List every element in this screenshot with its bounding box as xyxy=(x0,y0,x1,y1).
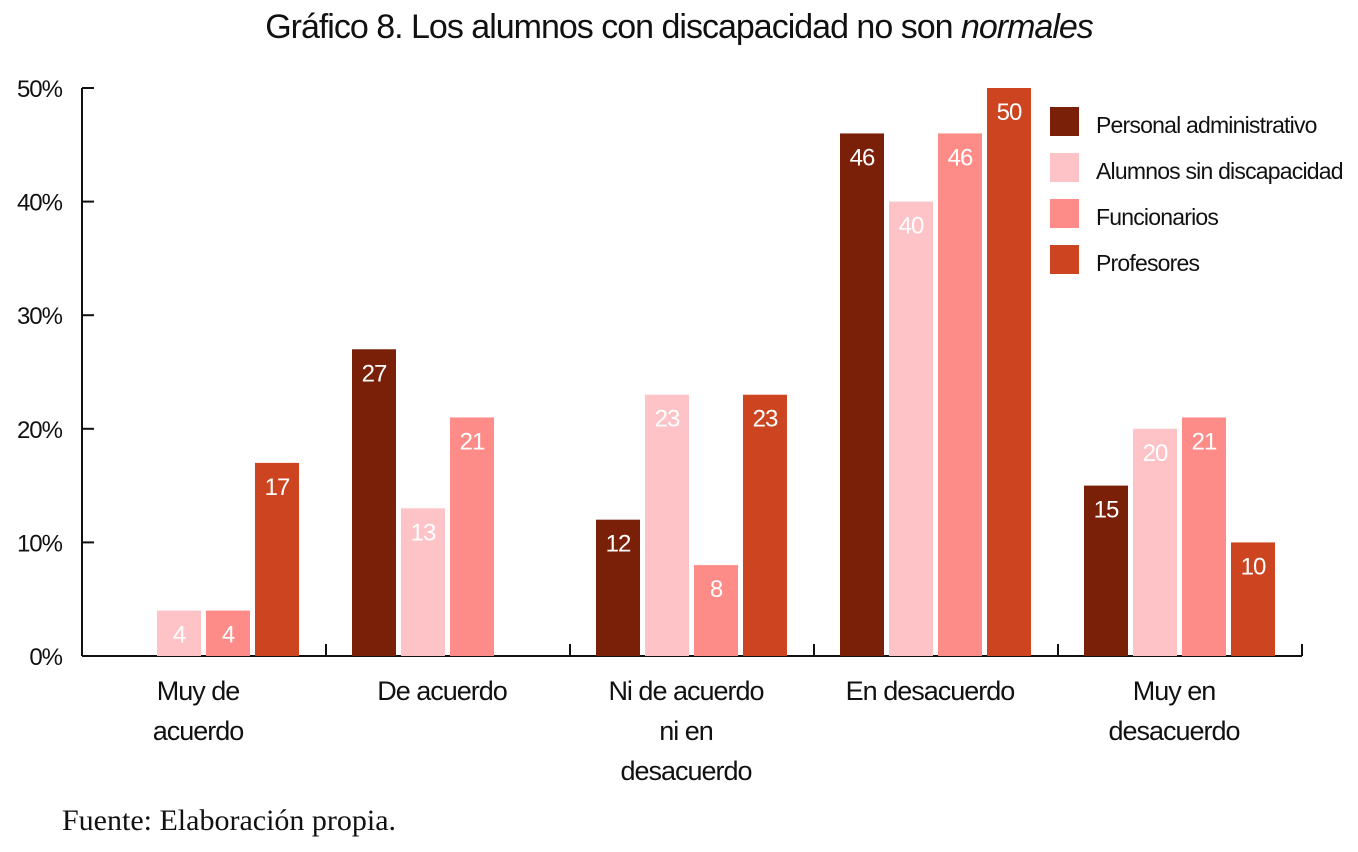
data-label: 40 xyxy=(899,213,924,240)
bar xyxy=(206,610,250,656)
y-tick-label: 50% xyxy=(17,76,63,103)
bar xyxy=(1182,417,1226,656)
bar xyxy=(889,201,933,656)
bar xyxy=(1231,542,1275,656)
category-label: ni en xyxy=(659,716,713,746)
chart-title: Gráfico 8. Los alumnos con discapacidad … xyxy=(0,8,1358,47)
data-label: 12 xyxy=(606,531,631,558)
category-label: Muy en xyxy=(1133,676,1216,706)
data-label: 46 xyxy=(850,144,875,171)
y-tick-label: 10% xyxy=(17,530,63,557)
bar xyxy=(157,610,201,656)
data-label: 20 xyxy=(1143,440,1168,467)
bar xyxy=(938,133,982,656)
bar xyxy=(645,394,689,656)
legend-swatch xyxy=(1050,199,1079,228)
category-label: De acuerdo xyxy=(377,676,507,706)
data-label: 4 xyxy=(222,622,235,649)
bar xyxy=(694,565,738,656)
legend-swatch xyxy=(1050,107,1079,136)
data-label: 21 xyxy=(1192,428,1217,455)
data-label: 15 xyxy=(1094,497,1119,524)
legend-swatch xyxy=(1050,153,1079,182)
bar xyxy=(1133,428,1177,656)
legend-label: Profesores xyxy=(1096,250,1200,276)
data-label: 23 xyxy=(655,406,680,433)
data-label: 10 xyxy=(1241,553,1266,580)
data-label: 8 xyxy=(710,576,723,603)
title-italic: normales xyxy=(960,8,1094,46)
y-tick-label: 20% xyxy=(17,417,63,444)
legend-label: Funcionarios xyxy=(1096,204,1218,230)
legend-swatch xyxy=(1050,245,1079,274)
bar xyxy=(352,349,396,656)
data-label: 4 xyxy=(173,622,186,649)
category-label: desacuerdo xyxy=(1108,716,1239,746)
bar xyxy=(255,462,299,656)
bar xyxy=(743,394,787,656)
source-note: Fuente: Elaboración propia. xyxy=(62,804,397,837)
bar xyxy=(987,88,1031,656)
data-label: 27 xyxy=(362,360,387,387)
category-label: Ni de acuerdo xyxy=(608,676,763,706)
category-label: desacuerdo xyxy=(620,756,751,786)
bar xyxy=(596,519,640,656)
category-label: acuerdo xyxy=(153,716,244,746)
data-label: 13 xyxy=(411,519,436,546)
y-tick-label: 0% xyxy=(29,644,62,671)
data-label: 21 xyxy=(460,428,485,455)
data-label: 23 xyxy=(753,406,778,433)
legend-label: Alumnos sin discapacidad xyxy=(1096,158,1343,184)
bar xyxy=(840,133,884,656)
y-tick-label: 30% xyxy=(17,303,63,330)
y-tick-label: 40% xyxy=(17,190,63,217)
category-label: Muy de xyxy=(157,676,240,706)
bar xyxy=(401,508,445,656)
data-label: 50 xyxy=(997,99,1022,126)
legend-label: Personal administrativo xyxy=(1096,112,1317,138)
category-label: En desacuerdo xyxy=(846,676,1015,706)
title-main: Gráfico 8. Los alumnos con discapacidad … xyxy=(265,8,961,46)
data-label: 46 xyxy=(948,144,973,171)
bar xyxy=(450,417,494,656)
data-label: 17 xyxy=(265,474,290,501)
bar xyxy=(1084,485,1128,656)
